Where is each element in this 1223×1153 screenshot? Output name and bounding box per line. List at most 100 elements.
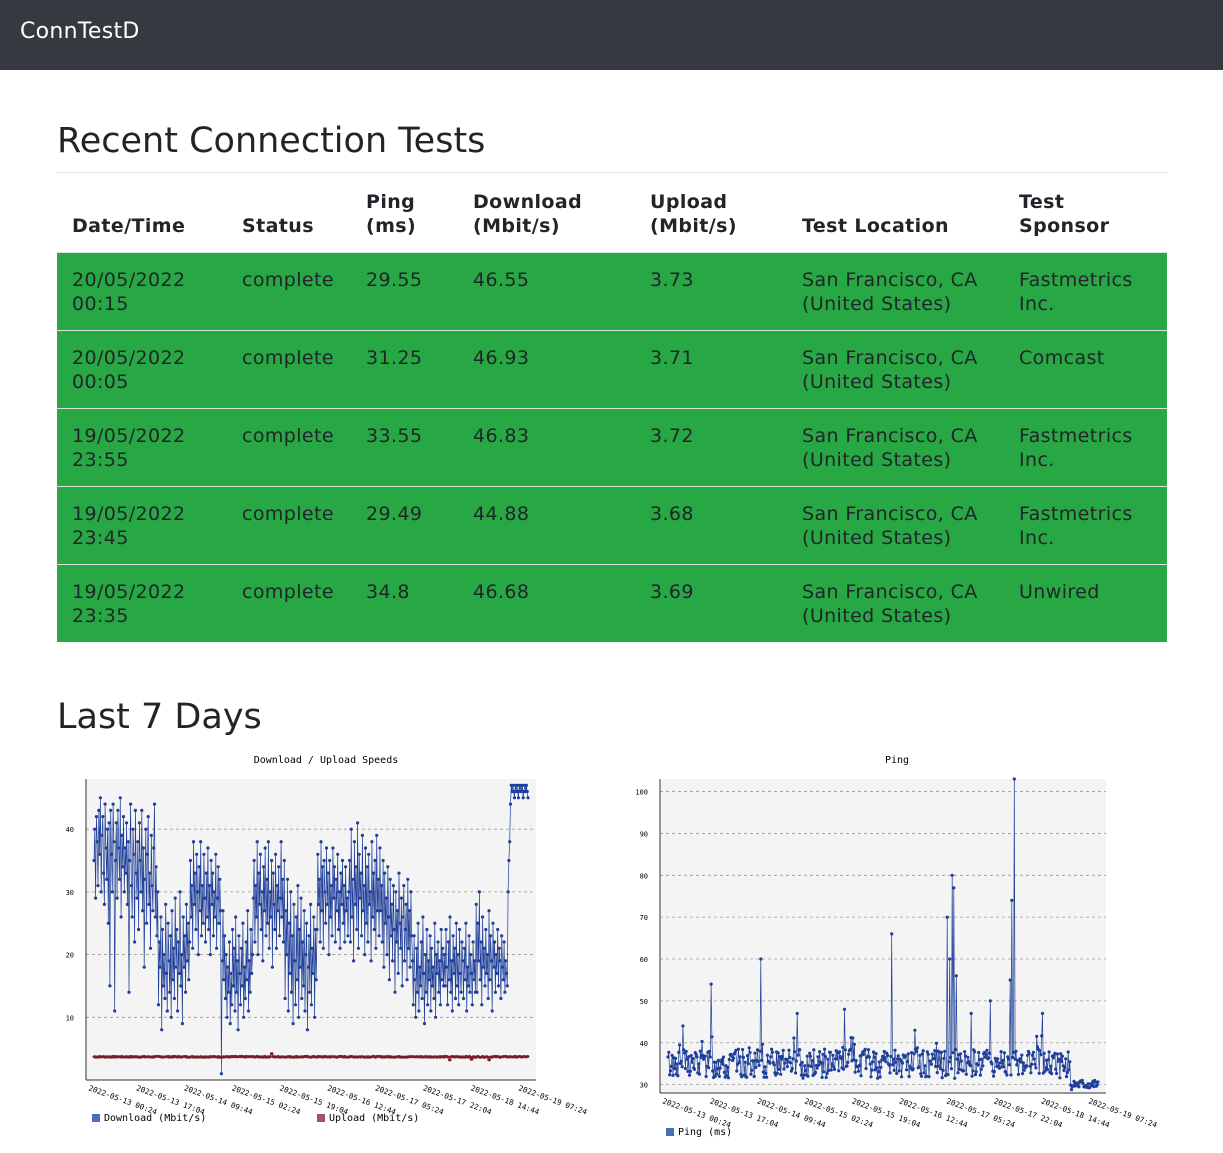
ping-series-point (690, 1060, 694, 1064)
download-series-point (348, 940, 352, 944)
download-series-point (235, 959, 239, 963)
download-series-point (262, 909, 266, 913)
app-brand[interactable]: ConnTestD (20, 19, 140, 44)
download-series-point (94, 896, 98, 900)
ping-series-point (709, 982, 713, 986)
ping-series-point (756, 1060, 760, 1064)
download-series-point (483, 984, 487, 988)
download-series-point (348, 858, 352, 863)
download-series-point (109, 852, 114, 856)
ping-series-point (1093, 1080, 1098, 1084)
download-series-point (350, 915, 354, 919)
download-series-point (261, 959, 265, 963)
download-series-point (287, 921, 291, 925)
ping-series-point (1081, 1081, 1085, 1085)
download-series-point (373, 858, 377, 863)
ping-series-point (803, 1069, 808, 1073)
ping-series-point (919, 1074, 924, 1078)
download-series-point (144, 827, 148, 831)
download-series-point (450, 959, 454, 963)
download-series-point (325, 902, 329, 907)
ping-series-point (1080, 1078, 1084, 1082)
table-row: 20/05/2022 00:15 complete 29.55 46.55 3.… (57, 252, 1167, 331)
download-series-point (320, 865, 325, 869)
ping-series-point (906, 1052, 910, 1056)
download-series-point (304, 953, 308, 957)
ping-series-point (770, 1047, 774, 1051)
download-series-point (252, 858, 256, 863)
download-series-point (120, 833, 124, 838)
ping-series-point (927, 1075, 931, 1079)
download-series-point (223, 934, 227, 938)
download-series-point (199, 934, 204, 938)
ping-series-point (736, 1047, 741, 1051)
speeds-ytick-label: 10 (66, 1014, 74, 1022)
ping-series-point (921, 1049, 925, 1053)
download-series-point (360, 833, 364, 838)
download-series-point (433, 921, 437, 925)
download-series-point (192, 902, 196, 907)
download-series-point (508, 802, 513, 806)
download-series-point (286, 1009, 290, 1013)
ping-series-point (948, 957, 952, 961)
ping-series-point (745, 1075, 749, 1079)
ping-series-point (1030, 1053, 1035, 1057)
download-series-point (327, 953, 331, 957)
download-series-point (131, 827, 135, 831)
download-series-point (339, 871, 343, 875)
ping-series-point (905, 1060, 910, 1064)
ping-series-point (707, 1066, 711, 1070)
ping-series-point (942, 1056, 946, 1061)
download-series-point (321, 946, 325, 950)
download-series-point (374, 946, 378, 950)
download-series-point (363, 846, 368, 850)
ping-series-point (738, 1055, 742, 1059)
ping-series-point (741, 1055, 746, 1060)
ping-series-point (1055, 1052, 1059, 1056)
download-series-point (501, 978, 505, 982)
ping-series-point (725, 1074, 729, 1078)
download-series-point (247, 959, 251, 963)
download-series-point (100, 833, 104, 838)
ping-series-point (897, 1069, 901, 1073)
ping-series-point (996, 1057, 1000, 1061)
download-series-point (137, 821, 141, 825)
download-series-point (368, 890, 372, 894)
ping-series-point (1001, 1065, 1006, 1069)
download-series-point (160, 1028, 164, 1032)
ping-series-point (873, 1068, 877, 1072)
download-series-point (148, 871, 152, 875)
cell-status: complete (227, 564, 351, 642)
download-series-point (184, 990, 188, 994)
ping-ytick-label: 70 (640, 914, 648, 922)
download-series-point (332, 896, 336, 900)
download-series-point (260, 890, 264, 894)
ping-series-point (1067, 1068, 1071, 1072)
ping-series-point (691, 1057, 695, 1061)
download-series-point (141, 846, 145, 850)
download-series-point (454, 921, 458, 925)
download-series-point (422, 971, 426, 976)
download-series-point (347, 890, 351, 894)
ping-series-point (966, 1055, 970, 1059)
download-series-point (379, 909, 383, 913)
ping-series-point (831, 1053, 835, 1057)
ping-series-point (673, 1056, 678, 1060)
upload-series-point (468, 1055, 472, 1059)
ping-series-point (679, 1059, 683, 1063)
upload-series-points (92, 1052, 530, 1062)
download-series-point (485, 971, 489, 976)
ping-series-point (1035, 1034, 1039, 1038)
download-series-point (197, 865, 201, 869)
ping-plot-area (660, 779, 1106, 1093)
download-series-point (123, 846, 127, 850)
download-series-point (438, 1003, 442, 1007)
ping-series-point (803, 1064, 807, 1068)
ping-series-point (714, 1060, 718, 1064)
download-series-point (508, 840, 512, 844)
ping-series-point (1062, 1068, 1066, 1073)
ping-series-point (670, 1053, 674, 1057)
table-top-rule (57, 172, 1167, 173)
ping-series-point (925, 1050, 929, 1054)
download-series-point (414, 946, 419, 950)
